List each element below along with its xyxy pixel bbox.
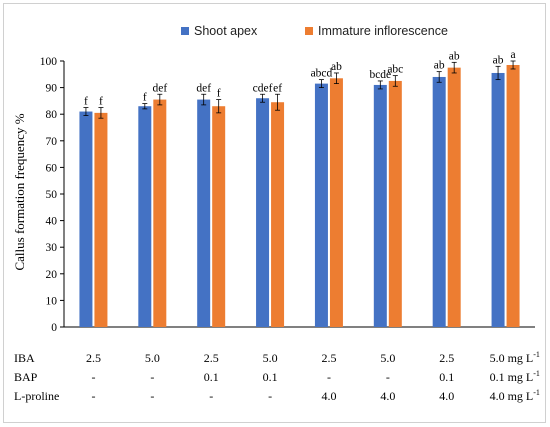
table-cell: - [386,370,390,384]
bar [79,111,93,327]
y-tick-label: 30 [46,242,58,254]
table-cell: 5.0 [380,351,395,365]
y-tick-label: 60 [46,162,58,174]
bar [329,78,343,327]
table-cell: - [91,389,95,403]
bar [153,99,167,327]
bar [491,72,505,327]
legend-label: Shoot apex [194,24,258,38]
y-tick-label: 40 [46,216,58,228]
legend-swatch [181,27,189,35]
table-cell: 0.1 [439,370,454,384]
legend: Shoot apex Immature inflorescence [181,24,448,38]
y-tick-label: 70 [46,136,58,148]
table-cell: 2.5 [204,351,219,365]
y-axis-label: Callus formation frequency % [12,113,27,270]
bar [212,106,226,327]
table-row-label: BAP [14,370,38,384]
table-cell: - [150,370,154,384]
table-cell: 5.0 mg L-1 [490,350,540,365]
bar [373,84,387,327]
significance-letter: f [84,96,88,108]
significance-letter: ab [449,50,460,62]
y-tick-label: 50 [46,189,58,201]
significance-letter: f [143,92,147,104]
bar [271,102,285,327]
table-cell: - [327,370,331,384]
chart-frame [3,3,546,423]
table-cell: 5.0 [263,351,278,365]
legend-label: Immature inflorescence [318,24,448,38]
table-cell: - [91,370,95,384]
bar [94,112,108,328]
bar [432,76,446,328]
bar [197,99,211,327]
table-row-label: IBA [14,351,35,365]
table-cell: 4.0 [321,389,336,403]
y-tick-label: 80 [46,109,58,121]
significance-letter: def [152,82,167,94]
bar [388,80,402,327]
y-tick-label: 10 [46,295,58,307]
y-tick-label: 20 [46,269,58,281]
significance-letter: def [196,82,211,94]
significance-letter: abc [387,64,403,76]
significance-letter: ef [273,82,282,94]
significance-letter: f [217,88,221,100]
table-row-label: L-proline [14,389,59,403]
unit-superscript: -1 [533,350,540,359]
table-cell: 2.5 [86,351,101,365]
bar [447,67,461,328]
table-cell: - [209,389,213,403]
table-cell: 0.1 [263,370,278,384]
legend-swatch [305,27,313,35]
y-tick-label: 90 [46,83,58,95]
significance-letter: bcde [369,69,391,81]
table-cell: - [150,389,154,403]
y-axis: 0 10 20 30 40 50 60 70 80 90 100 [40,56,535,334]
significance-letter: abcd [311,68,333,80]
table-cell: 4.0 mg L-1 [490,388,540,403]
table-cell: 2.5 [321,351,336,365]
table-cell: - [268,389,272,403]
significance-letter: a [511,49,516,61]
unit-superscript: -1 [533,369,540,378]
y-tick-label: 0 [51,322,57,334]
table-cell: 5.0 [145,351,160,365]
y-tick-label: 100 [40,56,58,68]
significance-letter: ab [331,61,342,73]
table-cell: 4.0 [439,389,454,403]
bar [138,106,152,327]
treatment-table: IBA 2.5 5.0 2.5 5.0 2.5 5.0 2.5 5.0 mg L-1 BAP - - 0… [14,350,540,403]
bar [314,83,328,327]
significance-letter: f [99,96,103,108]
unit-superscript: -1 [533,388,540,397]
table-cell: 2.5 [439,351,454,365]
table-cell: 0.1 [204,370,219,384]
table-cell: 0.1 mg L-1 [490,369,540,384]
significance-letter: ab [434,60,445,72]
bar [256,98,270,328]
bar [506,64,520,328]
significance-letter: cdef [253,82,273,94]
significance-letter: ab [493,54,504,66]
table-cell: 4.0 [380,389,395,403]
